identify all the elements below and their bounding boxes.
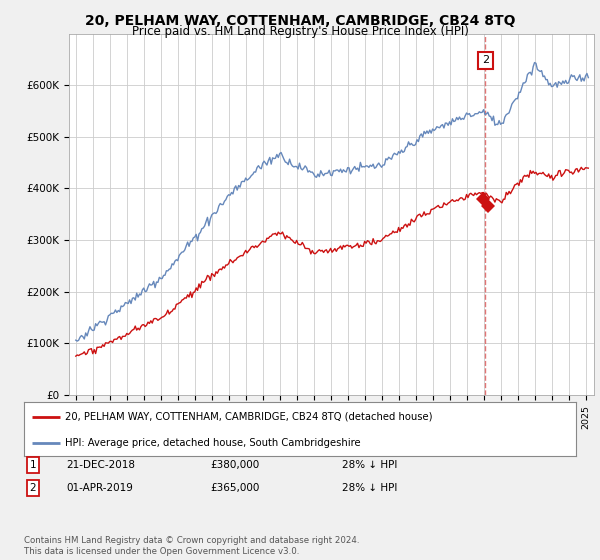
Text: Contains HM Land Registry data © Crown copyright and database right 2024.
This d: Contains HM Land Registry data © Crown c…: [24, 536, 359, 556]
Text: 01-APR-2019: 01-APR-2019: [66, 483, 133, 493]
Text: Price paid vs. HM Land Registry's House Price Index (HPI): Price paid vs. HM Land Registry's House …: [131, 25, 469, 38]
Text: 20, PELHAM WAY, COTTENHAM, CAMBRIDGE, CB24 8TQ (detached house): 20, PELHAM WAY, COTTENHAM, CAMBRIDGE, CB…: [65, 412, 433, 422]
Text: 21-DEC-2018: 21-DEC-2018: [66, 460, 135, 470]
Text: 2: 2: [482, 55, 489, 66]
Text: 28% ↓ HPI: 28% ↓ HPI: [342, 483, 397, 493]
Text: HPI: Average price, detached house, South Cambridgeshire: HPI: Average price, detached house, Sout…: [65, 438, 361, 447]
Text: £380,000: £380,000: [210, 460, 259, 470]
Text: £365,000: £365,000: [210, 483, 259, 493]
Text: 1: 1: [29, 460, 37, 470]
Text: 28% ↓ HPI: 28% ↓ HPI: [342, 460, 397, 470]
Text: 2: 2: [29, 483, 37, 493]
Text: 20, PELHAM WAY, COTTENHAM, CAMBRIDGE, CB24 8TQ: 20, PELHAM WAY, COTTENHAM, CAMBRIDGE, CB…: [85, 14, 515, 28]
